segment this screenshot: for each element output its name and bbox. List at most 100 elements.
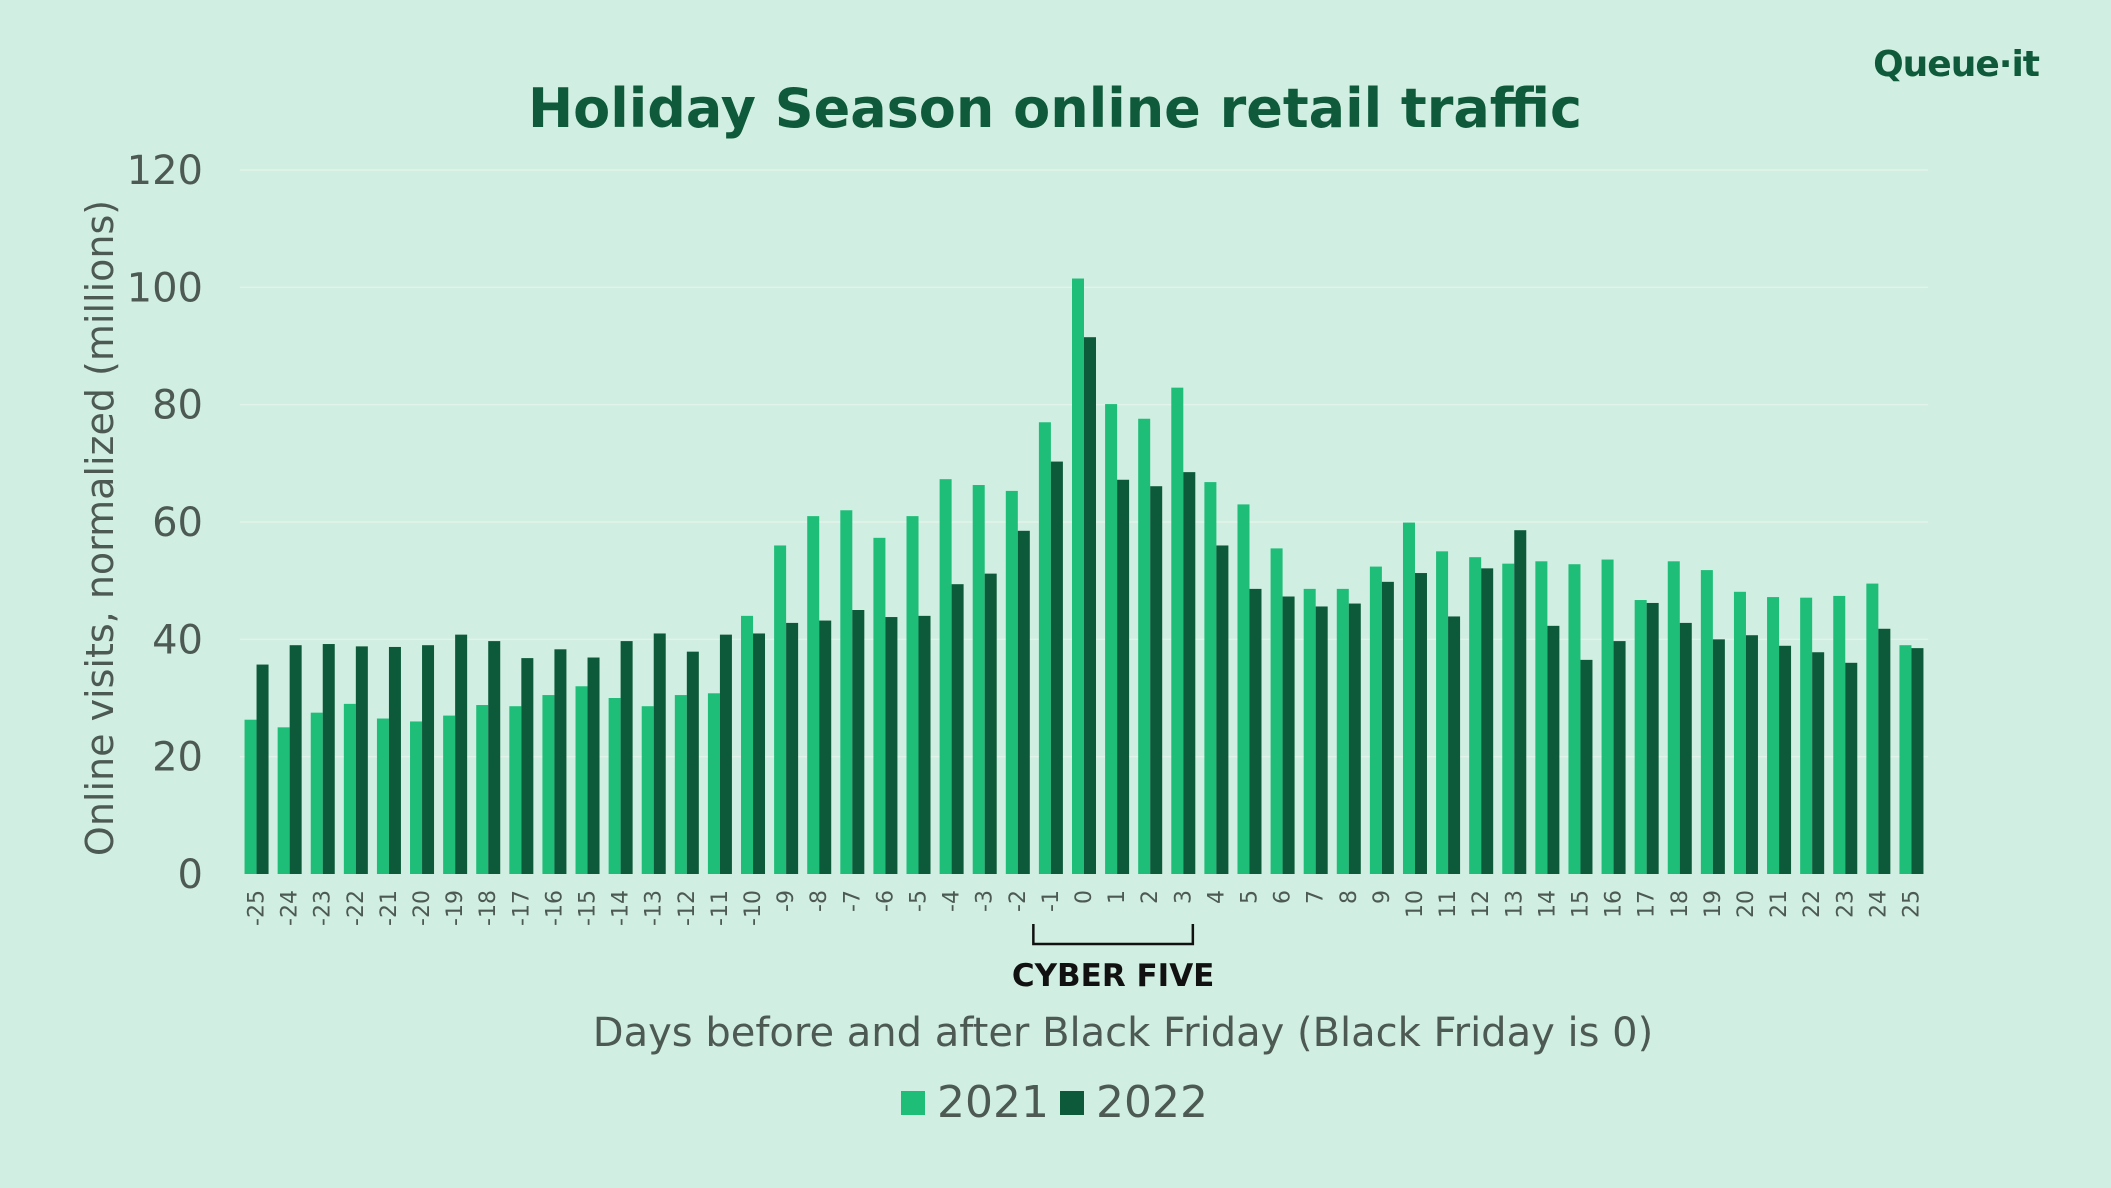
x-tick-label: 22 [1800,890,1825,918]
x-tick-label: -11 [708,890,733,926]
x-tick-label: -3 [973,890,998,912]
bar-2022 [1117,479,1130,874]
x-tick-label: -6 [873,890,898,912]
x-tick-label: -24 [278,890,303,926]
bar-2021 [807,516,820,874]
x-tick-label: -1 [1039,890,1064,912]
bar-2021 [1038,422,1051,874]
x-tick-label: 21 [1767,890,1792,918]
bar-2021 [1369,566,1382,874]
bar-2021 [476,705,489,874]
bar-2021 [873,537,886,874]
bar-2022 [786,622,799,874]
bar-2022 [1580,659,1593,874]
bar-2021 [343,703,356,874]
x-tick-label: -10 [741,890,766,926]
y-tick-label: 60 [152,500,203,546]
bar-2022 [1315,606,1328,874]
bar-2021 [443,715,456,874]
x-tick-label: -14 [609,890,634,926]
x-tick-label: -7 [840,890,865,912]
x-tick-label: -12 [675,890,700,926]
bar-2021 [1667,561,1680,874]
bar-2022 [322,644,335,874]
x-tick-label: -17 [509,890,534,926]
bar-2021 [1502,563,1515,874]
bar-2022 [1812,652,1825,874]
bar-2022 [521,658,534,874]
bar-2021 [1634,600,1647,874]
bar-2021 [1833,595,1846,874]
bar-2022 [1216,545,1229,874]
bar-2022 [1282,596,1295,874]
bar-2021 [376,718,389,874]
bar-2022 [653,633,666,874]
bar-2022 [918,615,931,874]
legend-label-2022: 2022 [1096,1077,1208,1128]
bar-2022 [1481,568,1494,874]
y-tick-label: 20 [152,735,203,781]
x-tick-label: 14 [1535,890,1560,918]
bar-2021 [939,479,952,874]
x-tick-label: 16 [1602,890,1627,918]
x-tick-label: 13 [1502,890,1527,918]
bar-2021 [1469,557,1482,874]
bar-2022 [1414,573,1427,874]
bar-2021 [1336,588,1349,874]
x-tick-label: -25 [245,890,270,926]
x-tick-label: 5 [1237,890,1262,904]
bar-2022 [1646,602,1659,874]
legend-swatch-2021 [901,1091,925,1115]
bar-2021 [410,721,423,874]
bar-2021 [1270,548,1283,874]
bar-2021 [277,727,290,874]
bar-2021 [542,695,555,874]
bar-2021 [1601,559,1614,874]
brand-logo: Queue·it [1873,44,2040,85]
bar-2022 [1845,662,1858,874]
x-tick-label: -16 [542,890,567,926]
bar-2022 [587,657,600,874]
bar-2021 [1899,645,1912,874]
bar-2021 [1237,504,1250,874]
bar-2021 [1866,583,1879,874]
bar-2022 [819,620,832,874]
bar-2022 [1547,625,1560,874]
x-tick-label: 3 [1171,890,1196,904]
bar-2021 [1767,597,1780,874]
bar-2022 [1050,461,1063,874]
bar-2022 [1183,472,1196,874]
bar-2021 [575,686,588,874]
bar-2022 [1878,628,1891,874]
bar-2022 [455,634,468,874]
x-tick-label: 20 [1734,890,1759,918]
bar-2022 [256,664,269,874]
legend-swatch-2022 [1060,1091,1084,1115]
bar-2022 [852,610,865,874]
x-tick-label: 8 [1337,890,1362,904]
bar-2021 [1138,418,1151,874]
bar-2021 [906,516,919,874]
bar-2022 [1712,639,1725,874]
bar-2021 [1436,551,1449,874]
bar-2022 [1514,530,1527,874]
bar-2021 [244,719,257,874]
bar-2021 [1535,561,1548,874]
x-tick-label: -8 [807,890,832,912]
x-tick-label: -19 [443,890,468,926]
legend-label-2021: 2021 [937,1077,1049,1128]
bar-2022 [1613,641,1626,874]
bar-2022 [355,646,368,874]
bar-2022 [951,584,964,874]
bar-2021 [1568,564,1581,874]
bar-2022 [422,645,435,874]
bar-2021 [1005,490,1018,874]
bar-2021 [674,695,687,874]
x-tick-label: -21 [377,890,402,926]
x-tick-label: 9 [1370,890,1395,904]
bar-2021 [310,712,323,874]
x-tick-label: 7 [1304,890,1329,904]
bar-2022 [1911,648,1924,874]
